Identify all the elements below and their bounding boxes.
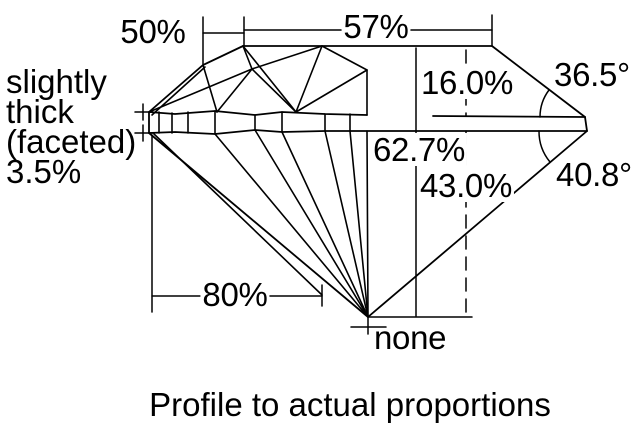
- crown-angle-arc: [539, 89, 550, 118]
- facet-line: [251, 68, 297, 113]
- facet-line: [321, 45, 368, 71]
- stone-outline: [148, 45, 588, 318]
- facet-line: [202, 64, 218, 113]
- facet-line: [324, 130, 369, 318]
- crown-outline-right: [491, 45, 586, 118]
- facet-line: [295, 69, 368, 113]
- center-pavilion-junction: [366, 130, 369, 318]
- girdle-thickness-line3: (faceted): [6, 123, 137, 160]
- facet-line: [349, 130, 369, 318]
- pavilion-depth-label: 43.0%: [417, 167, 515, 204]
- culet-size-label: none: [374, 319, 447, 356]
- girdle-facet-junctions: [158, 110, 351, 135]
- facet-line: [251, 45, 323, 70]
- facet-line: [148, 68, 253, 113]
- girdle-upper-right: [432, 115, 586, 118]
- dimension-lines: [134, 14, 493, 335]
- girdle-thickness-label: slightly thick (faceted) 3.5%: [6, 63, 137, 190]
- facet-line: [242, 45, 297, 113]
- facet-line: [214, 133, 369, 318]
- lower-girdle-length-label: 80%: [200, 276, 270, 313]
- facet-line: [295, 45, 323, 113]
- girdle-upper-left: [148, 110, 368, 116]
- total-depth-label: 62.7%: [370, 131, 468, 168]
- girdle-thickness-line4: 3.5%: [6, 153, 82, 190]
- crown-facet-lines: [148, 45, 368, 116]
- angle-arcs: [538, 89, 551, 163]
- girdle-right-cap: [584, 116, 588, 132]
- crown-height-label: 16.0%: [418, 64, 516, 101]
- girdle-thickness-line1: slightly: [6, 63, 107, 100]
- pavilion-angle-label: 40.8°: [556, 156, 632, 193]
- pavilion-angle-arc: [538, 130, 551, 163]
- facet-line: [216, 68, 253, 113]
- figure-caption: Profile to actual proportions: [149, 386, 551, 423]
- table-size-label: 57%: [343, 8, 409, 45]
- lower-girdle-facet-line: [153, 133, 323, 296]
- crown-angle-label: 36.5°: [554, 56, 630, 93]
- star-length-label: 50%: [120, 13, 186, 50]
- girdle-thickness-line2: thick: [6, 93, 74, 130]
- pavilion-facet-lines: [153, 129, 369, 318]
- facet-line: [281, 131, 369, 318]
- girdle-lower: [148, 129, 588, 135]
- facet-line: [254, 129, 369, 318]
- facet-line: [242, 45, 253, 70]
